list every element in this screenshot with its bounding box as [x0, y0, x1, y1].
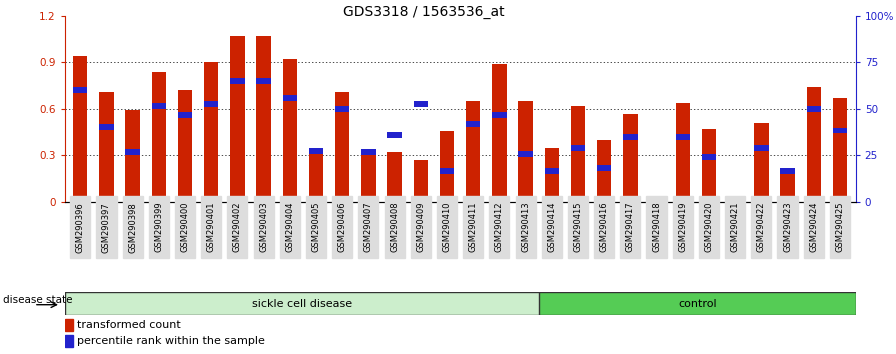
Text: GSM290399: GSM290399	[154, 202, 163, 252]
Bar	[702, 129, 716, 202]
Text: GSM290412: GSM290412	[495, 202, 504, 252]
Bar	[387, 132, 401, 138]
Bar	[65, 292, 539, 315]
Text: GSM290418: GSM290418	[652, 202, 661, 252]
Bar	[754, 145, 769, 150]
Bar	[545, 168, 559, 174]
Bar	[151, 72, 166, 202]
Text: GSM290398: GSM290398	[128, 202, 137, 252]
Bar	[806, 106, 821, 112]
Bar	[282, 95, 297, 101]
Text: GSM290419: GSM290419	[678, 202, 687, 252]
Bar	[309, 148, 323, 154]
Bar	[99, 125, 114, 130]
Bar	[728, 198, 743, 202]
Text: GSM290417: GSM290417	[626, 202, 635, 252]
Bar	[832, 127, 847, 133]
Text: GSM290401: GSM290401	[207, 202, 216, 252]
Bar	[539, 292, 856, 315]
Bar	[597, 140, 611, 202]
Bar	[466, 101, 480, 202]
Text: transformed count: transformed count	[77, 320, 180, 330]
Text: GSM290405: GSM290405	[312, 202, 321, 252]
Bar	[545, 148, 559, 202]
Bar	[492, 112, 506, 118]
Bar	[282, 59, 297, 202]
Text: GSM290414: GSM290414	[547, 202, 556, 252]
Text: GSM290402: GSM290402	[233, 202, 242, 252]
Text: GSM290403: GSM290403	[259, 202, 268, 252]
Text: GSM290408: GSM290408	[390, 202, 399, 252]
Text: GSM290404: GSM290404	[285, 202, 294, 252]
Text: GSM290406: GSM290406	[338, 202, 347, 252]
Bar	[780, 168, 795, 174]
Bar	[151, 103, 166, 109]
Text: GSM290423: GSM290423	[783, 202, 792, 252]
Bar	[571, 145, 585, 150]
Text: GSM290407: GSM290407	[364, 202, 373, 252]
Bar	[361, 149, 375, 155]
Bar	[309, 151, 323, 202]
Bar	[73, 56, 88, 202]
Text: GSM290422: GSM290422	[757, 202, 766, 252]
Bar	[230, 78, 245, 84]
Bar	[335, 92, 349, 202]
Text: GSM290424: GSM290424	[809, 202, 818, 252]
Text: GSM290411: GSM290411	[469, 202, 478, 252]
Bar	[125, 110, 140, 202]
Bar	[125, 149, 140, 155]
Bar	[204, 62, 219, 202]
Bar	[73, 87, 88, 93]
Bar	[519, 101, 533, 202]
Text: GSM290409: GSM290409	[417, 202, 426, 252]
Text: GDS3318 / 1563536_at: GDS3318 / 1563536_at	[343, 5, 505, 19]
Bar	[335, 106, 349, 112]
Text: GSM290420: GSM290420	[704, 202, 713, 252]
Bar	[414, 101, 428, 107]
Bar	[597, 165, 611, 171]
Text: sickle cell disease: sickle cell disease	[252, 298, 352, 309]
Bar	[204, 101, 219, 107]
Bar	[519, 151, 533, 157]
Text: disease state: disease state	[3, 295, 73, 305]
Bar	[676, 103, 690, 202]
Bar	[624, 134, 638, 140]
Bar	[256, 36, 271, 202]
Bar	[702, 154, 716, 160]
Bar	[65, 335, 73, 347]
Text: GSM290396: GSM290396	[76, 202, 85, 252]
Text: GSM290397: GSM290397	[102, 202, 111, 252]
Bar	[65, 319, 73, 331]
Text: GSM290400: GSM290400	[180, 202, 190, 252]
Bar	[177, 112, 193, 118]
Bar	[676, 134, 690, 140]
Text: GSM290413: GSM290413	[521, 202, 530, 252]
Bar	[650, 198, 664, 202]
Text: GSM290416: GSM290416	[599, 202, 608, 252]
Bar	[99, 92, 114, 202]
Text: percentile rank within the sample: percentile rank within the sample	[77, 336, 264, 346]
Bar	[361, 152, 375, 202]
Text: GSM290421: GSM290421	[730, 202, 740, 252]
Bar	[177, 90, 193, 202]
Bar	[832, 98, 847, 202]
Bar	[466, 121, 480, 127]
Bar	[780, 171, 795, 202]
Bar	[230, 36, 245, 202]
Bar	[440, 168, 454, 174]
Bar	[754, 123, 769, 202]
Text: control: control	[678, 298, 717, 309]
Bar	[624, 114, 638, 202]
Bar	[440, 131, 454, 202]
Text: GSM290410: GSM290410	[443, 202, 452, 252]
Text: GSM290415: GSM290415	[573, 202, 582, 252]
Bar	[571, 106, 585, 202]
Bar	[387, 152, 401, 202]
Bar	[806, 87, 821, 202]
Text: GSM290425: GSM290425	[835, 202, 844, 252]
Bar	[414, 160, 428, 202]
Bar	[256, 78, 271, 84]
Bar	[492, 64, 506, 202]
